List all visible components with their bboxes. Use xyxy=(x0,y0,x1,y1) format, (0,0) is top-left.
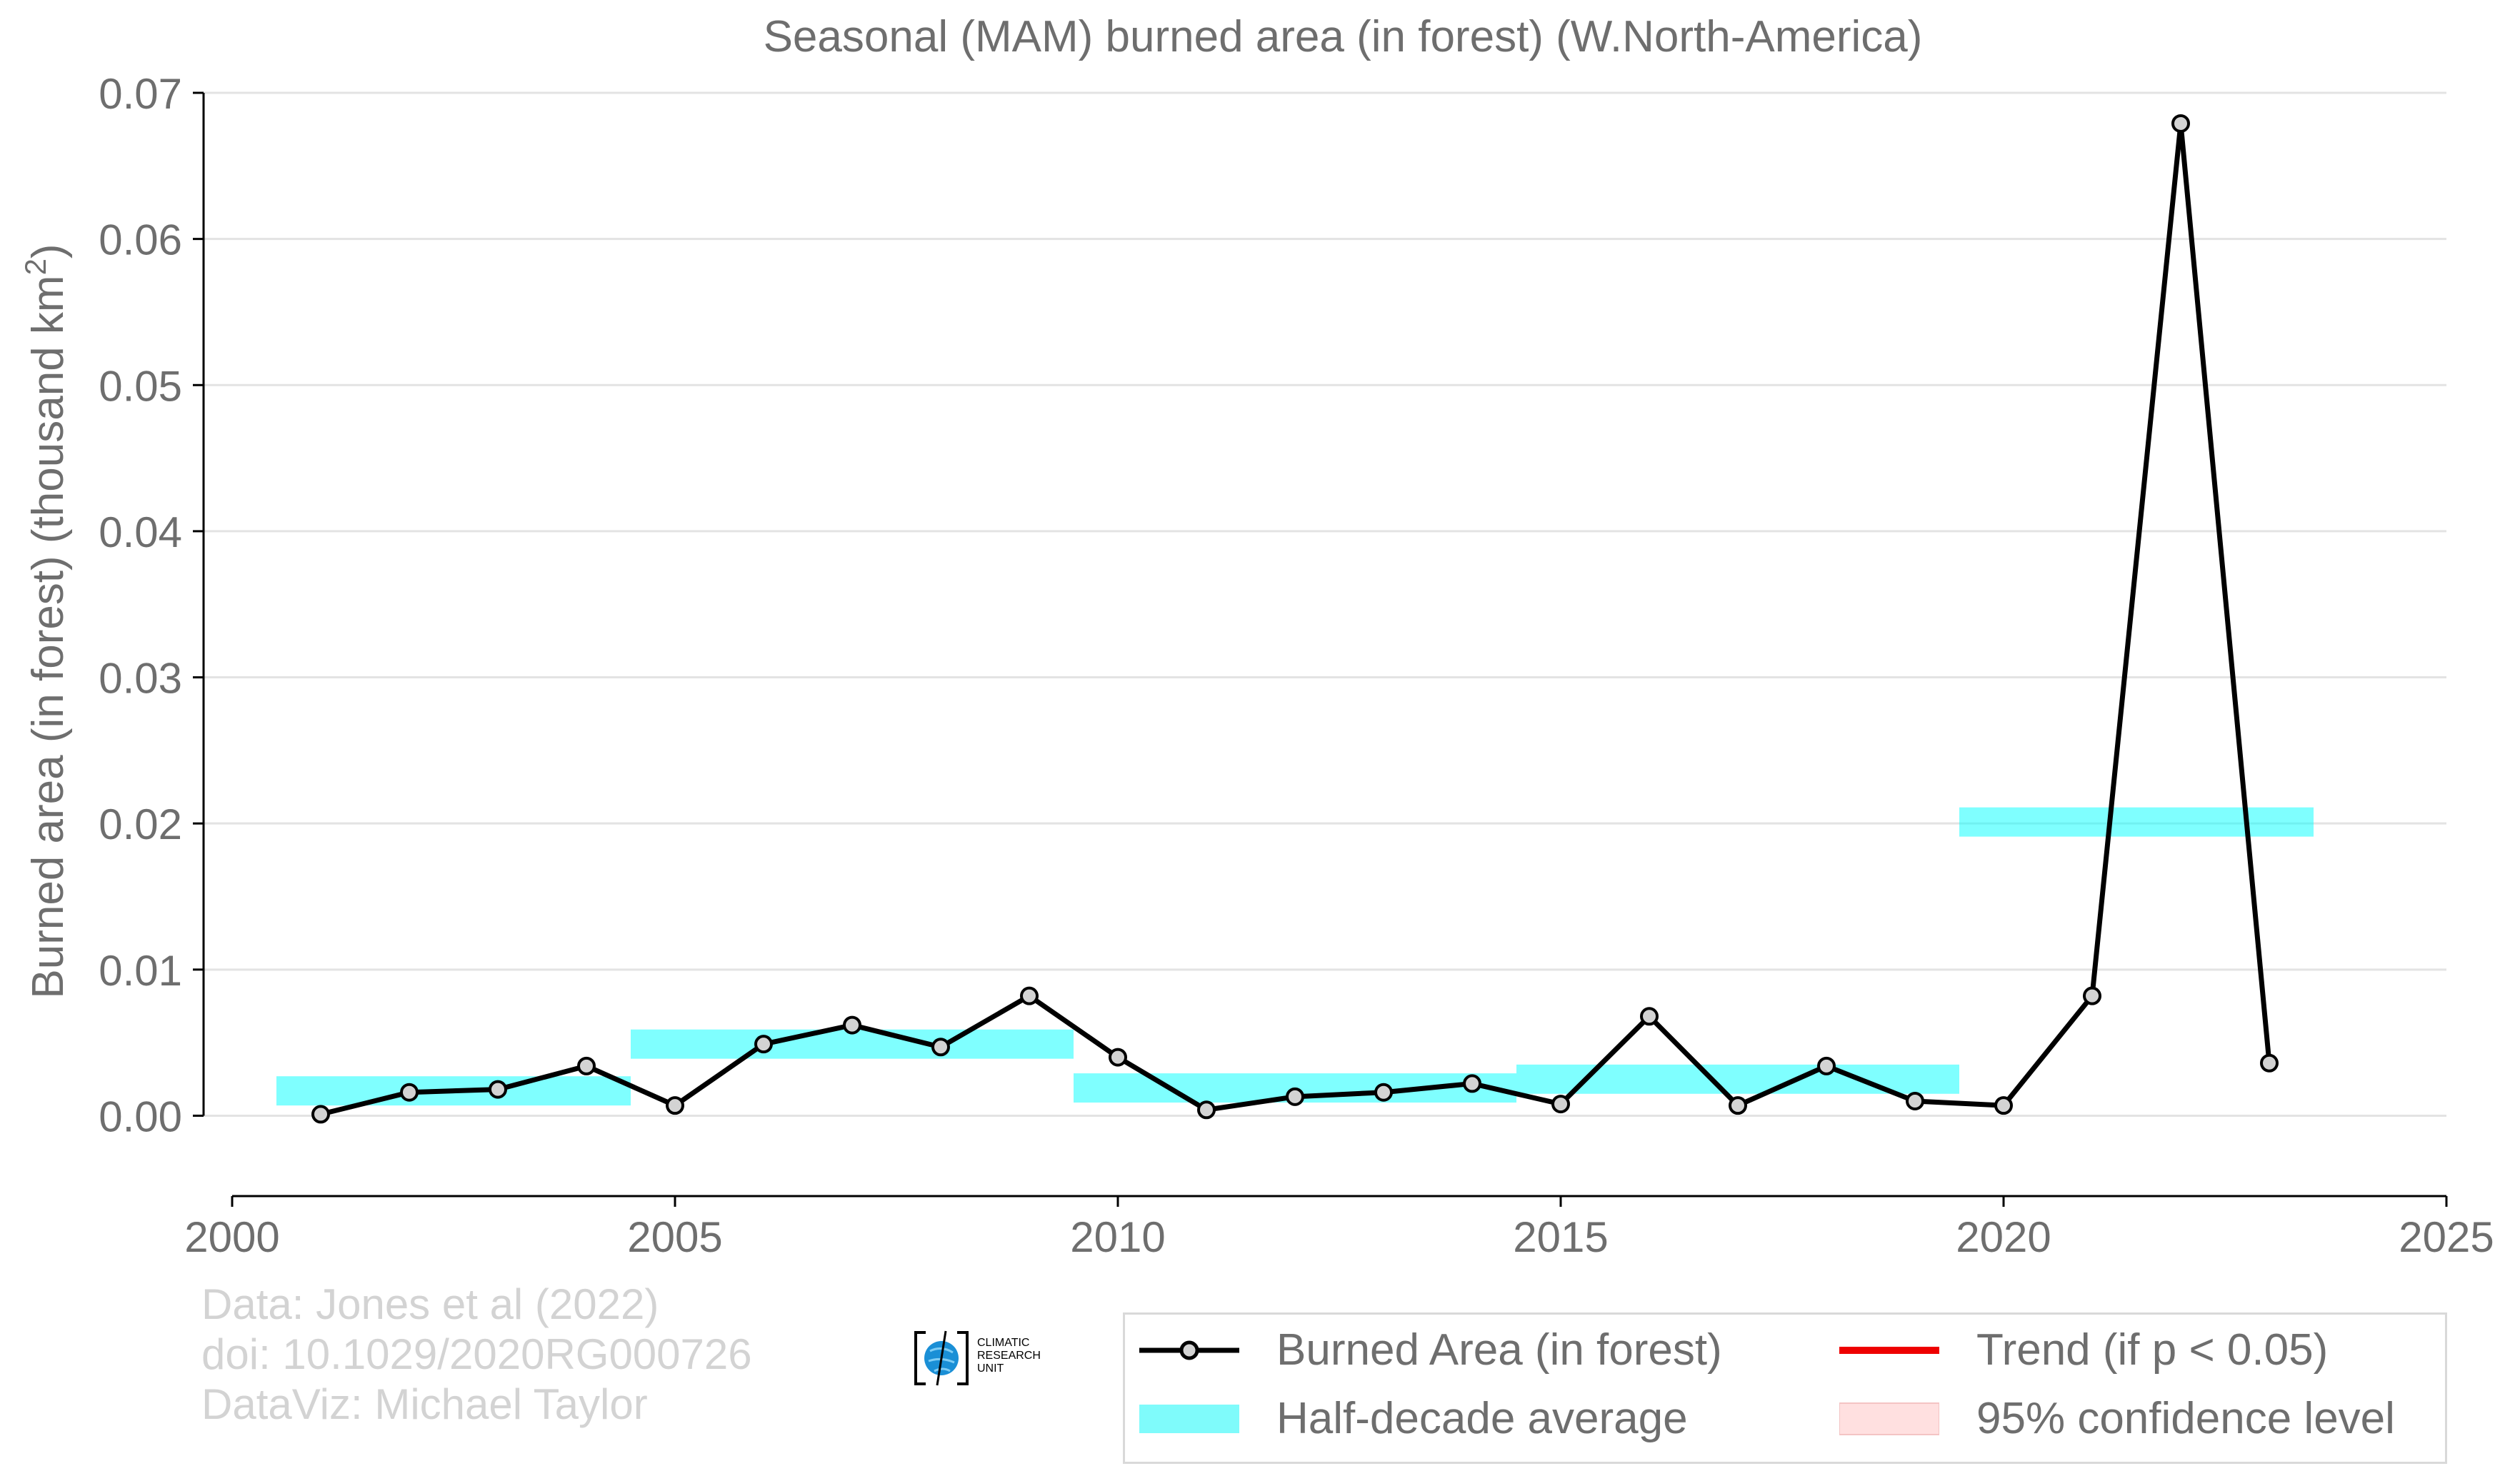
data-point xyxy=(1640,1007,1659,1026)
x-tick-label: 2000 xyxy=(184,1213,279,1261)
legend-label-half-decade: Half-decade average xyxy=(1276,1394,1688,1443)
data-point xyxy=(577,1056,596,1075)
data-point xyxy=(843,1015,861,1035)
data-point xyxy=(1906,1091,1924,1110)
half-decade-band xyxy=(1959,807,2314,837)
cru-logo: CLIMATIC RESEARCH UNIT xyxy=(913,1330,1041,1390)
credit-dataviz: DataViz: Michael Taylor xyxy=(201,1380,648,1428)
y-tick-label: 0.06 xyxy=(99,216,182,264)
credit-data-source: Data: Jones et al (2022) xyxy=(201,1280,659,1328)
data-point xyxy=(311,1105,330,1124)
legend-label-burned-area: Burned Area (in forest) xyxy=(1276,1325,1722,1375)
line-marker-icon xyxy=(1139,1340,1239,1360)
data-point xyxy=(400,1083,419,1102)
data-point xyxy=(754,1035,773,1054)
data-point xyxy=(2171,114,2190,133)
y-axis-label-end: ) xyxy=(24,244,73,258)
globe-icon xyxy=(914,1330,969,1386)
data-point xyxy=(1463,1074,1481,1093)
trend-line-icon xyxy=(1839,1346,1939,1354)
y-tick-label: 0.01 xyxy=(99,947,182,995)
data-point xyxy=(1020,986,1039,1005)
series-layer xyxy=(311,114,2279,1124)
logo-text: CLIMATIC RESEARCH UNIT xyxy=(977,1337,1041,1375)
x-tick-label: 2010 xyxy=(1070,1213,1165,1261)
x-tick-label: 2025 xyxy=(2399,1213,2494,1261)
half-decade-bands xyxy=(276,807,2314,1106)
legend: Burned Area (in forest) Trend (if p < 0.… xyxy=(1123,1312,2447,1464)
y-tick-label: 0.05 xyxy=(99,362,182,410)
legend-item-trend: Trend (if p < 0.05) xyxy=(1839,1325,2328,1375)
y-axis-label-sup: 2 xyxy=(19,258,52,275)
logo-line-2: RESEARCH xyxy=(977,1350,1041,1362)
data-point xyxy=(931,1038,950,1057)
data-point xyxy=(1286,1087,1304,1106)
data-point xyxy=(1197,1100,1216,1120)
data-point xyxy=(1729,1096,1747,1115)
data-point xyxy=(1374,1083,1393,1102)
pink-band-icon xyxy=(1839,1402,1939,1435)
legend-item-confidence: 95% confidence level xyxy=(1839,1393,2395,1444)
data-point xyxy=(2083,986,2101,1005)
data-point xyxy=(1994,1096,2013,1115)
data-point xyxy=(1817,1056,1836,1075)
credit-doi: doi: 10.1029/2020RG000726 xyxy=(201,1330,752,1378)
cyan-band-icon xyxy=(1139,1404,1239,1433)
chart-title: Seasonal (MAM) burned area (in forest) (… xyxy=(764,12,1923,61)
data-credits: Data: Jones et al (2022) doi: 10.1029/20… xyxy=(201,1280,752,1430)
x-tick-label: 2015 xyxy=(1513,1213,1608,1261)
logo-line-1: CLIMATIC xyxy=(977,1337,1030,1349)
y-tick-label: 0.07 xyxy=(99,70,182,118)
data-point xyxy=(489,1080,507,1099)
y-axis-label: Burned area (in forest) (thousand km2) xyxy=(19,244,73,998)
x-tick-label: 2005 xyxy=(627,1213,722,1261)
data-point xyxy=(1551,1095,1570,1114)
x-tick-label: 2020 xyxy=(1956,1213,2051,1261)
legend-item-burned-area: Burned Area (in forest) xyxy=(1139,1325,1722,1375)
legend-label-confidence: 95% confidence level xyxy=(1976,1394,2395,1443)
data-point xyxy=(666,1096,684,1115)
data-point xyxy=(2260,1053,2279,1073)
y-tick-label: 0.00 xyxy=(99,1093,182,1140)
logo-line-3: UNIT xyxy=(977,1362,1004,1375)
y-tick-label: 0.02 xyxy=(99,800,182,848)
legend-label-trend: Trend (if p < 0.05) xyxy=(1976,1325,2329,1375)
series-line xyxy=(320,121,2272,1117)
y-tick-label: 0.04 xyxy=(99,508,182,556)
legend-item-half-decade: Half-decade average xyxy=(1139,1393,1688,1444)
y-axis-label-main: Burned area (in forest) (thousand km xyxy=(24,275,73,998)
y-tick-label: 0.03 xyxy=(99,655,182,703)
axes: 0.00 0.01 0.02 0.03 0.04 0.05 0.06 0.07 2000 2005… xyxy=(99,70,2494,1261)
data-point xyxy=(1109,1048,1127,1067)
grid-lines xyxy=(204,91,2446,1117)
